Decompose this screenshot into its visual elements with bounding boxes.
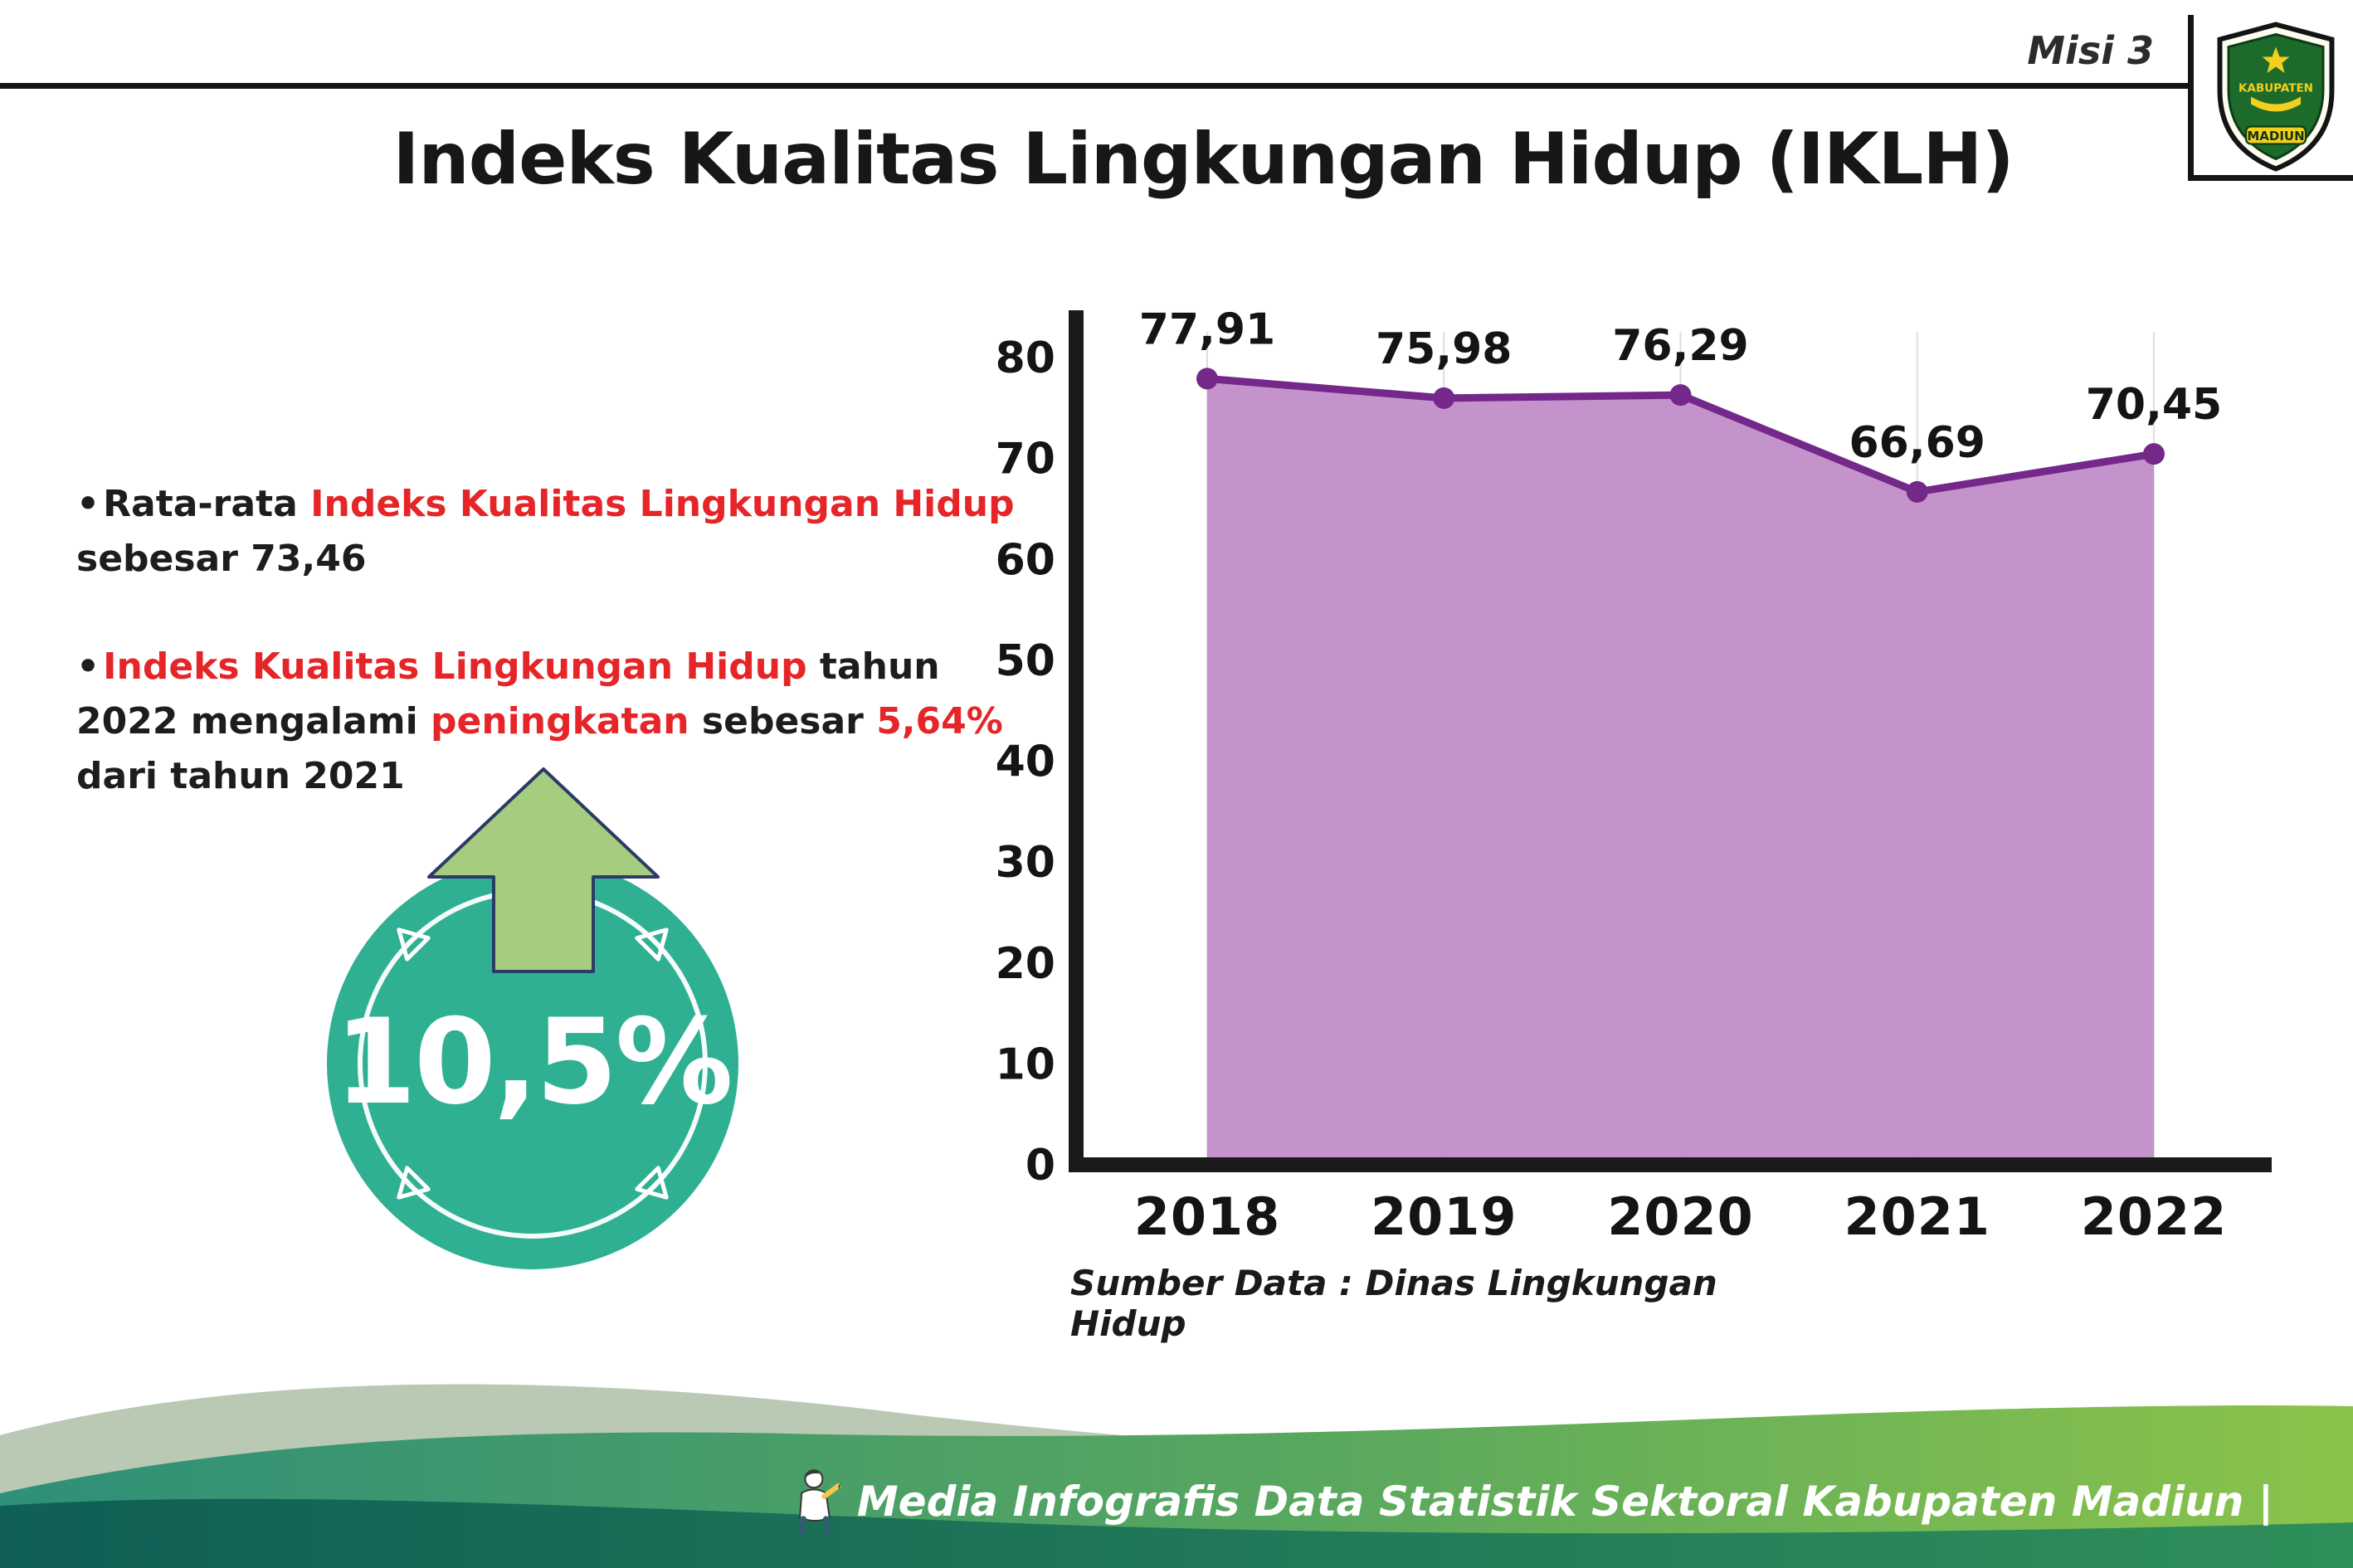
chart-y-tick-80: 80 [996,334,1055,383]
svg-text:MADIUN: MADIUN [2247,129,2304,144]
y-axis [1069,310,1084,1172]
area-fill [1207,378,2154,1165]
bullet-text-segment-highlight: Indeks Kualitas Lingkungan Hidup [103,645,807,688]
up-arrow-icon [427,767,660,973]
badge-circle [327,858,738,1269]
bullet-text-segment: sebesar [689,700,877,743]
chart-point-2019 [1433,387,1455,409]
chart-x-label-2022: 2022 [2081,1186,2228,1247]
chart-x-label-2020: 2020 [1607,1186,1754,1247]
logo-frame-horizontal [2188,175,2353,181]
bullet-increase-2022: Indeks Kualitas Lingkungan Hidup tahun 2… [76,640,1047,804]
chart-point-2022 [2143,443,2165,465]
chart-value-label-2020: 76,29 [1612,321,1748,371]
bullet-text-segment-highlight: 5,64% [876,700,1003,743]
header-rule [0,83,2188,89]
chart-point-2020 [1669,384,1692,407]
chart-x-label-2021: 2021 [1844,1186,1990,1247]
bullet-text-segment-highlight: peningkatan [431,700,689,743]
increase-percent-value: 10,5% [334,994,733,1131]
svg-text:KABUPATEN: KABUPATEN [2239,82,2313,95]
chart-y-tick-70: 70 [996,435,1055,485]
logo-frame-vertical [2188,15,2194,181]
bullet-text-segment: dari tahun 2021 [76,755,405,797]
key-findings: Rata-rata Indeks Kualitas Lingkungan Hid… [76,477,1047,857]
footer-wave-dark [0,1498,2353,1568]
chart-value-label-2021: 66,69 [1849,418,1985,468]
chart-y-tick-20: 20 [996,939,1055,989]
kabupaten-madiun-crest-icon: KABUPATEN MADIUN [2217,22,2335,172]
chart-x-label-2019: 2019 [1371,1186,1518,1247]
chart-value-label-2022: 70,45 [2086,380,2222,430]
footer-caption-text: Media Infografis Data Statistik Sektoral… [856,1478,2273,1526]
chart-y-tick-30: 30 [996,838,1055,888]
bullet-text-segment: Rata-rata [103,483,311,525]
chart-y-tick-60: 60 [996,535,1055,585]
chart-value-label-2019: 75,98 [1376,324,1512,374]
mascot-icon [798,1469,841,1536]
increase-badge [327,767,738,1269]
chart-y-tick-40: 40 [996,738,1055,787]
chart-point-2021 [1906,480,1928,503]
footer-caption: Media Infografis Data Statistik Sektoral… [789,1467,2273,1536]
chart-y-tick-0: 0 [1025,1141,1055,1191]
footer-waves [0,1384,2353,1568]
bullet-text-segment: sebesar 73,46 [76,538,367,580]
chart-point-2018 [1196,368,1218,390]
page-title: Indeks Kualitas Lingkungan Hidup (IKLH) [392,118,2014,201]
data-source-caption: Sumber Data : Dinas Lingkungan Hidup [1070,1263,1717,1344]
chart-value-label-2018: 77,91 [1139,304,1275,354]
chart-x-label-2018: 2018 [1134,1186,1281,1247]
chart-y-tick-10: 10 [996,1040,1055,1089]
iklh-area-chart: 77,91 2018 75,98 2019 76,29 2020 66,69 2021 70,4… [996,304,2272,1247]
bullet-text-segment: tahun 2022 mengalami [76,645,940,743]
bullet-text-segment-highlight: Indeks Kualitas Lingkungan Hidup [310,483,1015,525]
bullet-average-iklh: Rata-rata Indeks Kualitas Lingkungan Hid… [76,477,1047,587]
misi-label: Misi 3 [2027,28,2154,73]
chart-y-tick-50: 50 [996,636,1055,686]
x-axis [1069,1157,2272,1172]
